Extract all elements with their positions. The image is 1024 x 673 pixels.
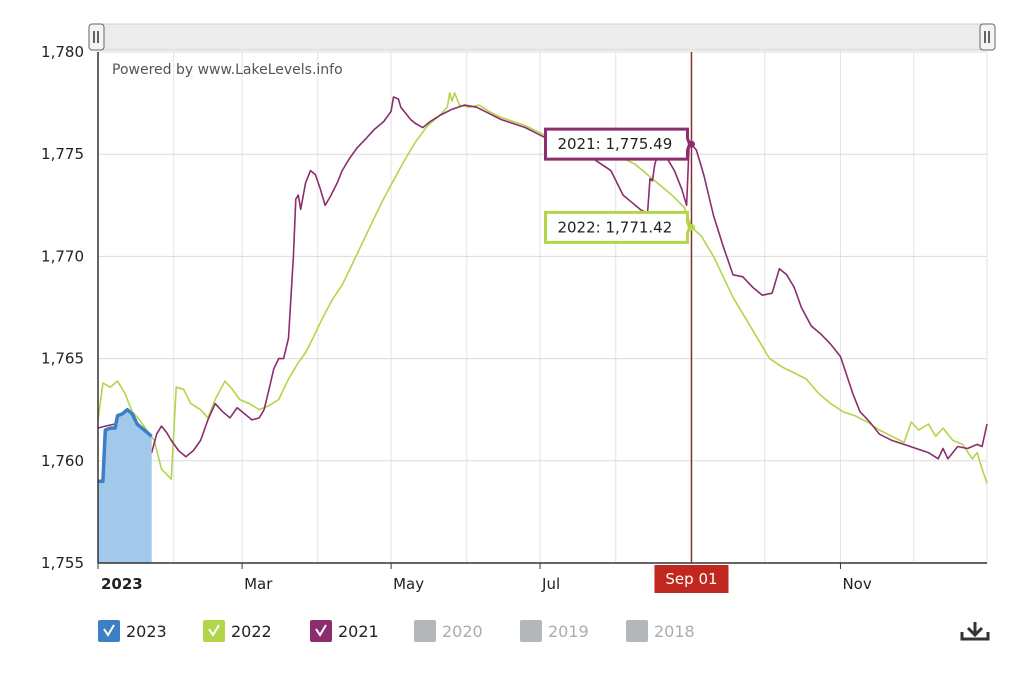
legend-label: 2018: [654, 622, 695, 641]
legend-checkbox[interactable]: [414, 620, 436, 642]
series-line-2022: [97, 92, 988, 484]
scroll-handle-right-icon[interactable]: [979, 23, 996, 51]
y-tick-label: 1,765: [41, 350, 84, 368]
tooltip-point: [687, 223, 695, 231]
y-tick-label: 1,770: [41, 247, 84, 265]
x-tick-label: Nov: [842, 575, 871, 593]
y-tick-label: 1,780: [41, 43, 84, 61]
series-layer: [97, 92, 988, 563]
tooltip-text: 2021: 1,775.49: [557, 135, 672, 153]
legend-checkbox[interactable]: [626, 620, 648, 642]
legend-checkbox[interactable]: [520, 620, 542, 642]
legend-label: 2020: [442, 622, 483, 641]
series-line-2021: [97, 96, 988, 460]
x-tick-label: May: [393, 575, 424, 593]
legend-item-2019[interactable]: 2019: [520, 620, 589, 642]
checkmark-icon: [315, 624, 327, 637]
cursor-label: Sep 01: [665, 570, 717, 588]
tooltip-box: [543, 127, 692, 161]
cursor-label-box: [654, 565, 729, 593]
x-tick-label: Jul: [541, 575, 560, 593]
legend-label: 2022: [231, 622, 272, 641]
series-area-2023: [98, 409, 152, 563]
credit-text: Powered by www.LakeLevels.info: [112, 62, 343, 78]
checkmark-icon: [208, 624, 220, 637]
cursor: Sep 01: [654, 52, 729, 593]
tooltip-box: [543, 210, 692, 244]
tooltip-2022: 2022: 1,771.42: [543, 210, 695, 244]
axes: 1,755 1,760 1,765 1,770 1,775 1,780 2023 Mar May…: [41, 43, 987, 593]
legend-checkbox[interactable]: [310, 620, 332, 642]
y-tick-label: 1,760: [41, 452, 84, 470]
legend-checkbox[interactable]: [98, 620, 120, 642]
legend-label: 2019: [548, 622, 589, 641]
x-tick-label: 2023: [101, 575, 143, 593]
download-icon[interactable]: [960, 622, 990, 641]
scrollbar-track[interactable]: [95, 23, 989, 51]
legend-item-2023[interactable]: 2023: [98, 620, 167, 642]
legend-checkbox[interactable]: [203, 620, 225, 642]
x-tick-label: Mar: [244, 575, 273, 593]
legend-label: 2021: [338, 622, 379, 641]
tooltip-2021: 2021: 1,775.49: [543, 127, 695, 161]
y-tick-label: 1,775: [41, 145, 84, 163]
legend-item-2020[interactable]: 2020: [414, 620, 483, 642]
tooltip-text: 2022: 1,771.42: [557, 218, 672, 236]
legend-item-2022[interactable]: 2022: [203, 620, 272, 642]
legend-item-2021[interactable]: 2021: [310, 620, 379, 642]
y-tick-label: 1,755: [41, 554, 84, 572]
legend: 2023 2022 2021 2020 2019 2018: [98, 620, 695, 642]
scrollbar[interactable]: [88, 23, 996, 51]
tooltip-point: [687, 140, 695, 148]
series-line-2023: [98, 407, 153, 483]
checkmark-icon: [103, 624, 115, 637]
legend-item-2018[interactable]: 2018: [626, 620, 695, 642]
tooltips: 2021: 1,775.49 2022: 1,771.42: [543, 127, 695, 244]
scroll-handle-left-icon[interactable]: [88, 23, 105, 51]
grid: [98, 51, 988, 564]
legend-label: 2023: [126, 622, 167, 641]
